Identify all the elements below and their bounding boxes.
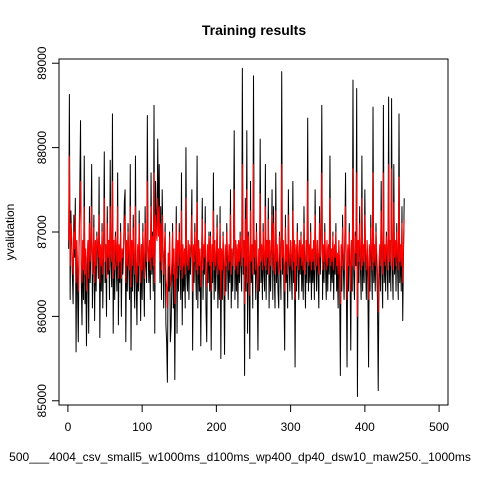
y-tick-label: 87000 bbox=[35, 215, 49, 249]
series-line-actual bbox=[68, 67, 405, 398]
x-tick-label: 300 bbox=[281, 420, 301, 434]
y-axis-label: yvalidation bbox=[3, 204, 17, 261]
y-tick-label: 88000 bbox=[35, 131, 49, 165]
x-tick-label: 500 bbox=[429, 420, 449, 434]
x-tick-label: 100 bbox=[132, 420, 152, 434]
plot-area: 0 100 200 300 400 500 85000 86000 87000 88000 8900… bbox=[35, 46, 449, 434]
x-tick-label: 0 bbox=[65, 420, 72, 434]
chart-title: Training results bbox=[202, 22, 306, 38]
x-tick-label: 400 bbox=[355, 420, 375, 434]
x-tick-label: 200 bbox=[206, 420, 226, 434]
series-line-predicted bbox=[68, 155, 405, 317]
y-tick-label: 86000 bbox=[35, 299, 49, 333]
y-tick-label: 89000 bbox=[35, 46, 49, 80]
x-axis-label: 500___4004_csv_small5_w1000ms_d100ms_wp4… bbox=[9, 450, 471, 464]
y-tick-label: 85000 bbox=[35, 384, 49, 418]
